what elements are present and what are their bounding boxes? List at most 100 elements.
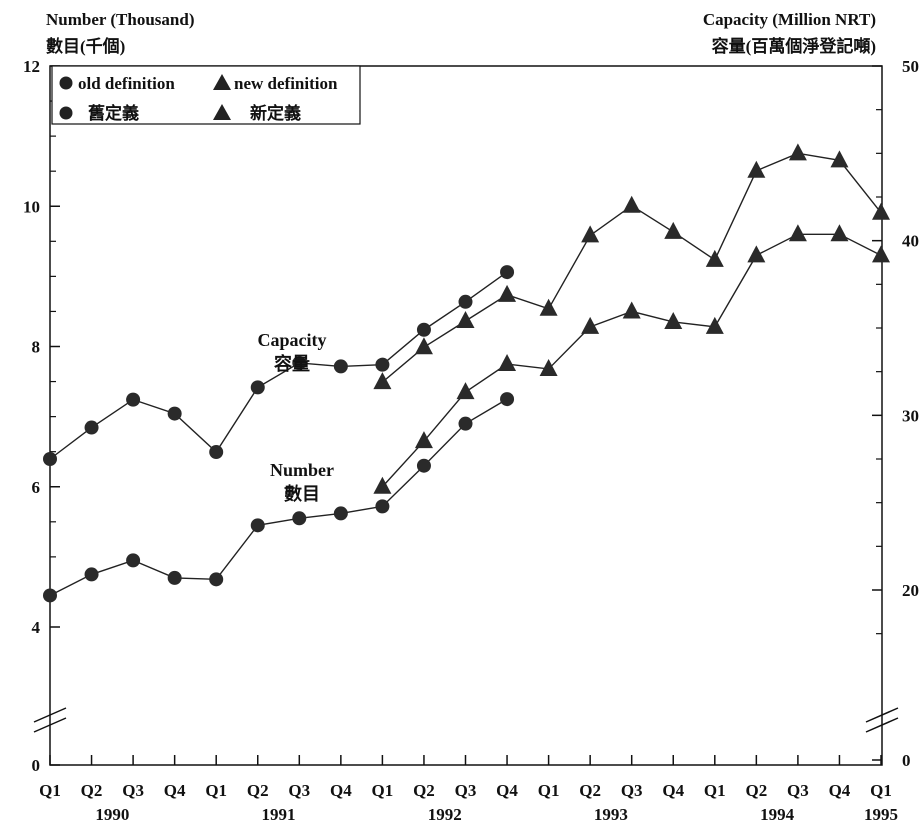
axis-break-line [865,717,899,733]
left-tick-label: 8 [32,338,41,357]
data-point-new [414,337,433,355]
data-point-old [416,322,431,337]
x-quarter-label: Q4 [829,781,851,800]
legend-circle-marker-zh [59,106,73,120]
data-point-old [250,518,265,533]
axis-break-line [33,717,67,733]
left-tick-label: 0 [32,756,41,775]
data-point-old [126,553,141,568]
data-point-new [498,354,517,372]
x-quarter-label: Q2 [81,781,103,800]
right-tick-label: 40 [902,232,919,251]
data-point-old [43,452,57,466]
data-point-old [416,458,431,473]
legend-old-label-zh: 舊定義 [88,103,139,123]
data-point-old [84,567,99,582]
data-point-new [747,245,766,263]
data-point-old [458,294,473,309]
right-tick-label: 0 [902,751,911,770]
data-point-new [581,225,600,243]
x-quarter-label: Q3 [787,781,809,800]
left-axis-ticks: 0 4 6 8 10 12 [23,57,60,775]
legend-new-label: new definition [234,74,338,93]
data-point-new [705,249,724,267]
data-point-old [84,420,99,435]
data-point-old [167,570,182,585]
axis-break-line [33,707,67,723]
data-point-old [375,357,390,372]
x-year-label: 1994 [760,805,795,824]
x-year-label: 1995 [864,805,898,824]
data-point-new [705,316,724,334]
x-quarter-label: Q3 [122,781,144,800]
data-point-old [292,355,307,370]
x-quarter-label: Q1 [704,781,726,800]
left-tick-label: 10 [23,197,40,216]
legend-box [51,65,361,125]
legend: old definition new definition 舊定義 新定義 [51,65,361,125]
data-point-new [539,298,558,316]
data-point-new [622,195,641,213]
x-axis-ticks: Q1 Q2 Q3 Q4 Q1 Q2 Q3 Q4 Q1 Q2 Q3 Q4 Q1 Q2 Q3 Q4 Q1 Q2 Q3 Q4… [39,755,898,824]
x-quarter-label: Q4 [164,781,186,800]
data-point-new [872,245,890,263]
legend-old-label: old definition [78,74,175,93]
x-quarter-label: Q3 [288,781,310,800]
data-point-new [373,372,392,390]
data-point-new [830,150,849,168]
x-quarter-label: Q3 [455,781,477,800]
data-point-old [209,445,224,460]
x-quarter-label: Q1 [538,781,560,800]
capacity-annotation-zh: 容量 [274,353,310,374]
x-quarter-label: Q2 [745,781,767,800]
data-point-old [250,380,265,395]
axis-break-marks [33,707,899,733]
left-tick-label: 6 [32,478,41,497]
series-line [381,233,882,488]
data-point-old [333,506,348,521]
left-tick-label: 4 [32,618,41,637]
x-quarter-label: Q1 [205,781,227,800]
x-year-label: 1993 [594,805,628,824]
data-point-new [498,284,517,302]
data-point-new [830,224,849,242]
right-tick-label: 20 [902,581,919,600]
right-axis-title: Capacity (Million NRT) [703,10,876,29]
data-point-old [209,572,224,587]
left-tick-label: 12 [23,57,40,76]
data-point-new [664,311,683,329]
x-quarter-label: Q3 [621,781,643,800]
data-point-new [872,202,890,220]
x-quarter-label: Q4 [496,781,518,800]
right-tick-label: 50 [902,57,919,76]
data-point-old [375,499,390,514]
right-axis-ticks: 0 20 30 40 50 [872,57,919,770]
legend-triangle-marker [213,74,231,90]
data-point-old [500,265,515,280]
data-point-new [788,143,807,161]
data-point-new [373,476,392,494]
data-point-new [788,224,807,242]
data-point-new [456,382,475,400]
x-year-label: 1992 [428,805,462,824]
x-year-label: 1990 [95,805,129,824]
series-line [49,271,508,460]
data-point-old [458,416,473,431]
data-point-old [167,406,182,421]
legend-circle-marker [59,76,73,90]
series-layer [43,143,890,603]
data-point-old [126,392,141,407]
legend-triangle-marker-zh [213,104,231,120]
data-point-old [333,359,348,374]
data-point-new [414,431,433,449]
data-point-new [539,358,558,376]
data-point-old [500,392,515,407]
x-quarter-label: Q1 [372,781,394,800]
legend-new-label-zh: 新定義 [250,103,301,123]
series-line [49,398,508,597]
number-annotation-zh: 數目 [284,484,320,504]
capacity-annotation: Capacity [258,330,327,350]
data-point-old [43,588,57,603]
x-quarter-label: Q4 [330,781,352,800]
